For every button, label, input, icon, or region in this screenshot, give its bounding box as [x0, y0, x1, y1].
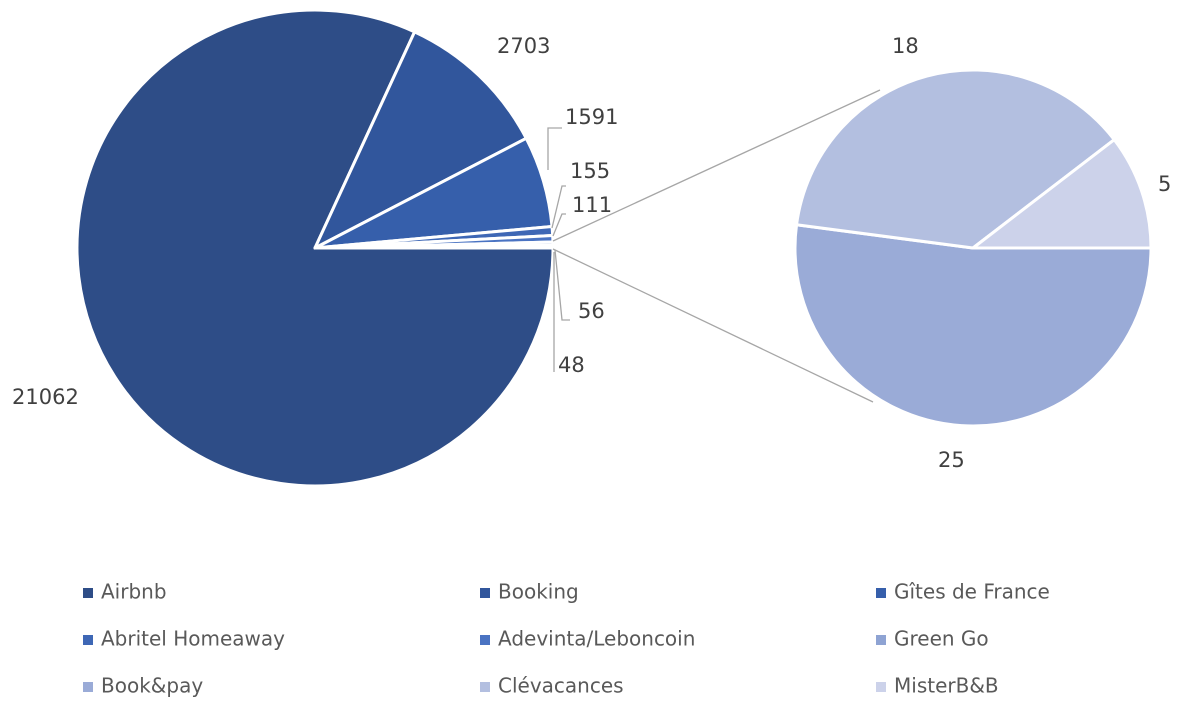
legend-label: Booking [498, 580, 579, 604]
legend-swatch [480, 682, 490, 692]
legend-swatch [480, 635, 490, 645]
legend-swatch [480, 588, 490, 598]
data-label: 1591 [565, 105, 618, 129]
legend-label: Adevinta/Leboncoin [498, 627, 695, 651]
connector-line [552, 248, 874, 403]
pie-slice [793, 223, 1153, 428]
leader-line [551, 185, 566, 229]
leader-line [554, 249, 570, 321]
data-label: 56 [578, 299, 605, 323]
legend-swatch [876, 682, 886, 692]
leader-line [552, 213, 566, 237]
pie-slice [795, 68, 1116, 250]
data-label: 111 [572, 193, 612, 217]
data-label: 18 [892, 34, 919, 58]
legend-swatch [83, 588, 93, 598]
data-label: 155 [570, 159, 610, 183]
legend-label: MisterB&B [894, 674, 999, 698]
legend-swatch [83, 635, 93, 645]
data-label: 21062 [12, 385, 79, 409]
data-label: 2703 [497, 34, 550, 58]
legend-swatch [83, 682, 93, 692]
pie-slice [971, 138, 1153, 250]
connector-line [552, 89, 881, 242]
pie-slice [75, 8, 555, 488]
data-label: 25 [938, 448, 965, 472]
legend-label: Book&pay [101, 674, 203, 698]
leader-line [547, 127, 562, 170]
legend-label: Clévacances [498, 674, 624, 698]
legend-label: Green Go [894, 627, 989, 651]
pie-slice [313, 243, 555, 250]
legend-swatch [876, 588, 886, 598]
legend-swatch [876, 635, 886, 645]
pie-slice [313, 30, 528, 250]
data-label: 5 [1158, 172, 1171, 196]
legend-label: Abritel Homeaway [101, 627, 285, 651]
legend-label: Gîtes de France [894, 580, 1050, 604]
data-label: 48 [558, 353, 585, 377]
legend-label: Airbnb [101, 580, 167, 604]
